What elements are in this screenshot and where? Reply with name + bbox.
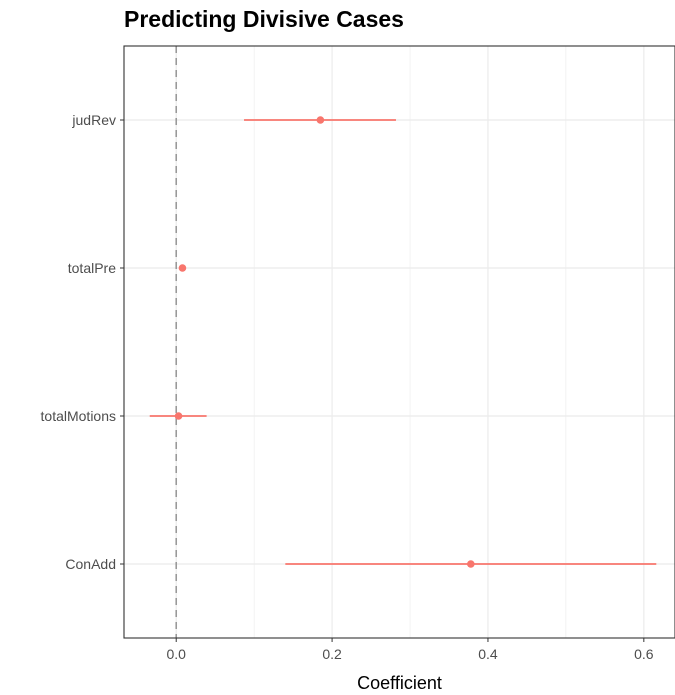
y-tick-label: totalMotions	[41, 408, 116, 424]
axis-layer: judRev totalPre totalMotions ConAdd 0.0 0.2 0.…	[41, 112, 654, 662]
y-tick-label: totalPre	[68, 260, 116, 276]
point-judRev	[316, 116, 325, 124]
point-totalMotions	[174, 412, 183, 420]
x-tick-label: 0.4	[478, 646, 498, 662]
panel-border	[123, 45, 675, 639]
point-totalPre	[178, 264, 187, 272]
y-tick-label: judRev	[71, 112, 116, 128]
x-tick-label: 0.6	[634, 646, 654, 662]
y-tick-label: ConAdd	[65, 556, 116, 572]
x-tick-label: 0.2	[322, 646, 342, 662]
x-axis-title: Coefficient	[357, 673, 442, 693]
point-ConAdd	[467, 560, 475, 568]
chart-title: Predicting Divisive Cases	[124, 6, 404, 32]
grid-layer	[124, 46, 675, 638]
mark-layer	[149, 116, 657, 568]
x-tick-label: 0.0	[166, 646, 186, 662]
